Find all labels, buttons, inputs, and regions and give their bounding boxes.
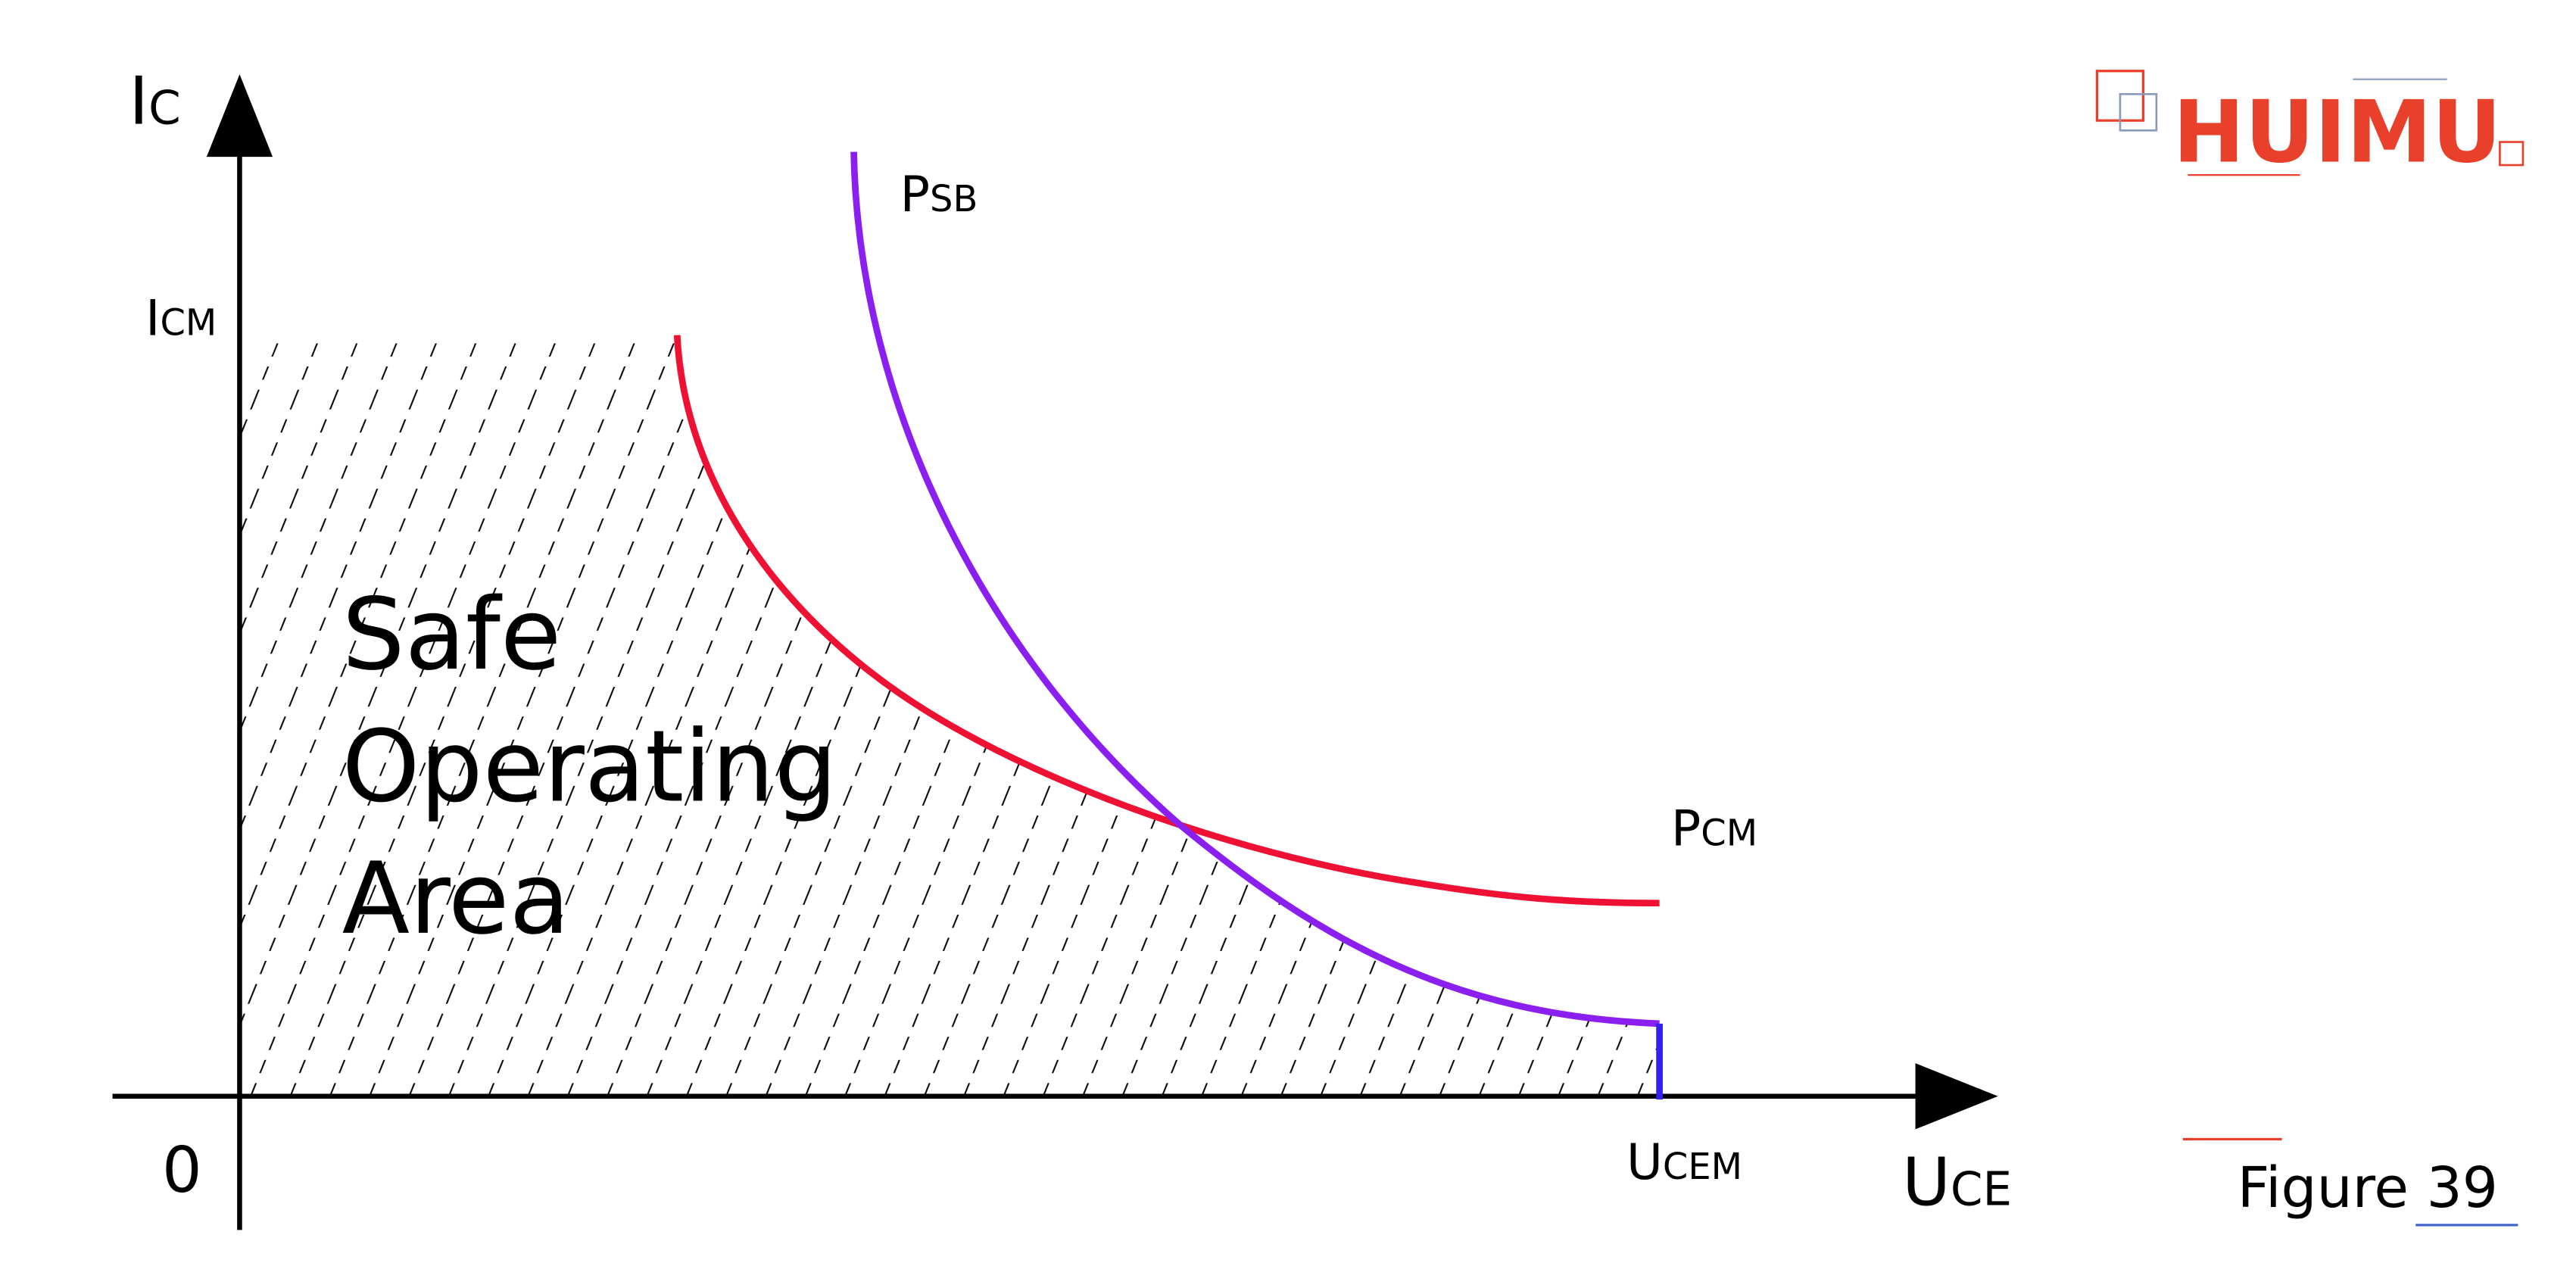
y-axis-arrow xyxy=(206,74,273,157)
y-axis-label: IC xyxy=(129,63,180,140)
icm-label: ICM xyxy=(145,290,217,348)
caption: Figure 39 xyxy=(2238,1155,2498,1221)
ucem-label: UCEM xyxy=(1626,1134,1742,1191)
logo: HUIMU xyxy=(2095,70,2525,182)
origin-label: 0 xyxy=(162,1134,202,1207)
x-axis-label: UCE xyxy=(1902,1144,2012,1221)
psb-curve xyxy=(850,151,1660,1028)
svg-text:HUIMU: HUIMU xyxy=(2173,83,2502,182)
x-axis-arrow xyxy=(1915,1063,1998,1130)
area-label: Safe Operating Area xyxy=(342,577,869,956)
pcm-label: PCM xyxy=(1671,800,1757,857)
pcm-curve xyxy=(673,335,1660,907)
safe-area-hatch xyxy=(239,335,1660,1096)
psb-label: PSB xyxy=(900,166,978,223)
